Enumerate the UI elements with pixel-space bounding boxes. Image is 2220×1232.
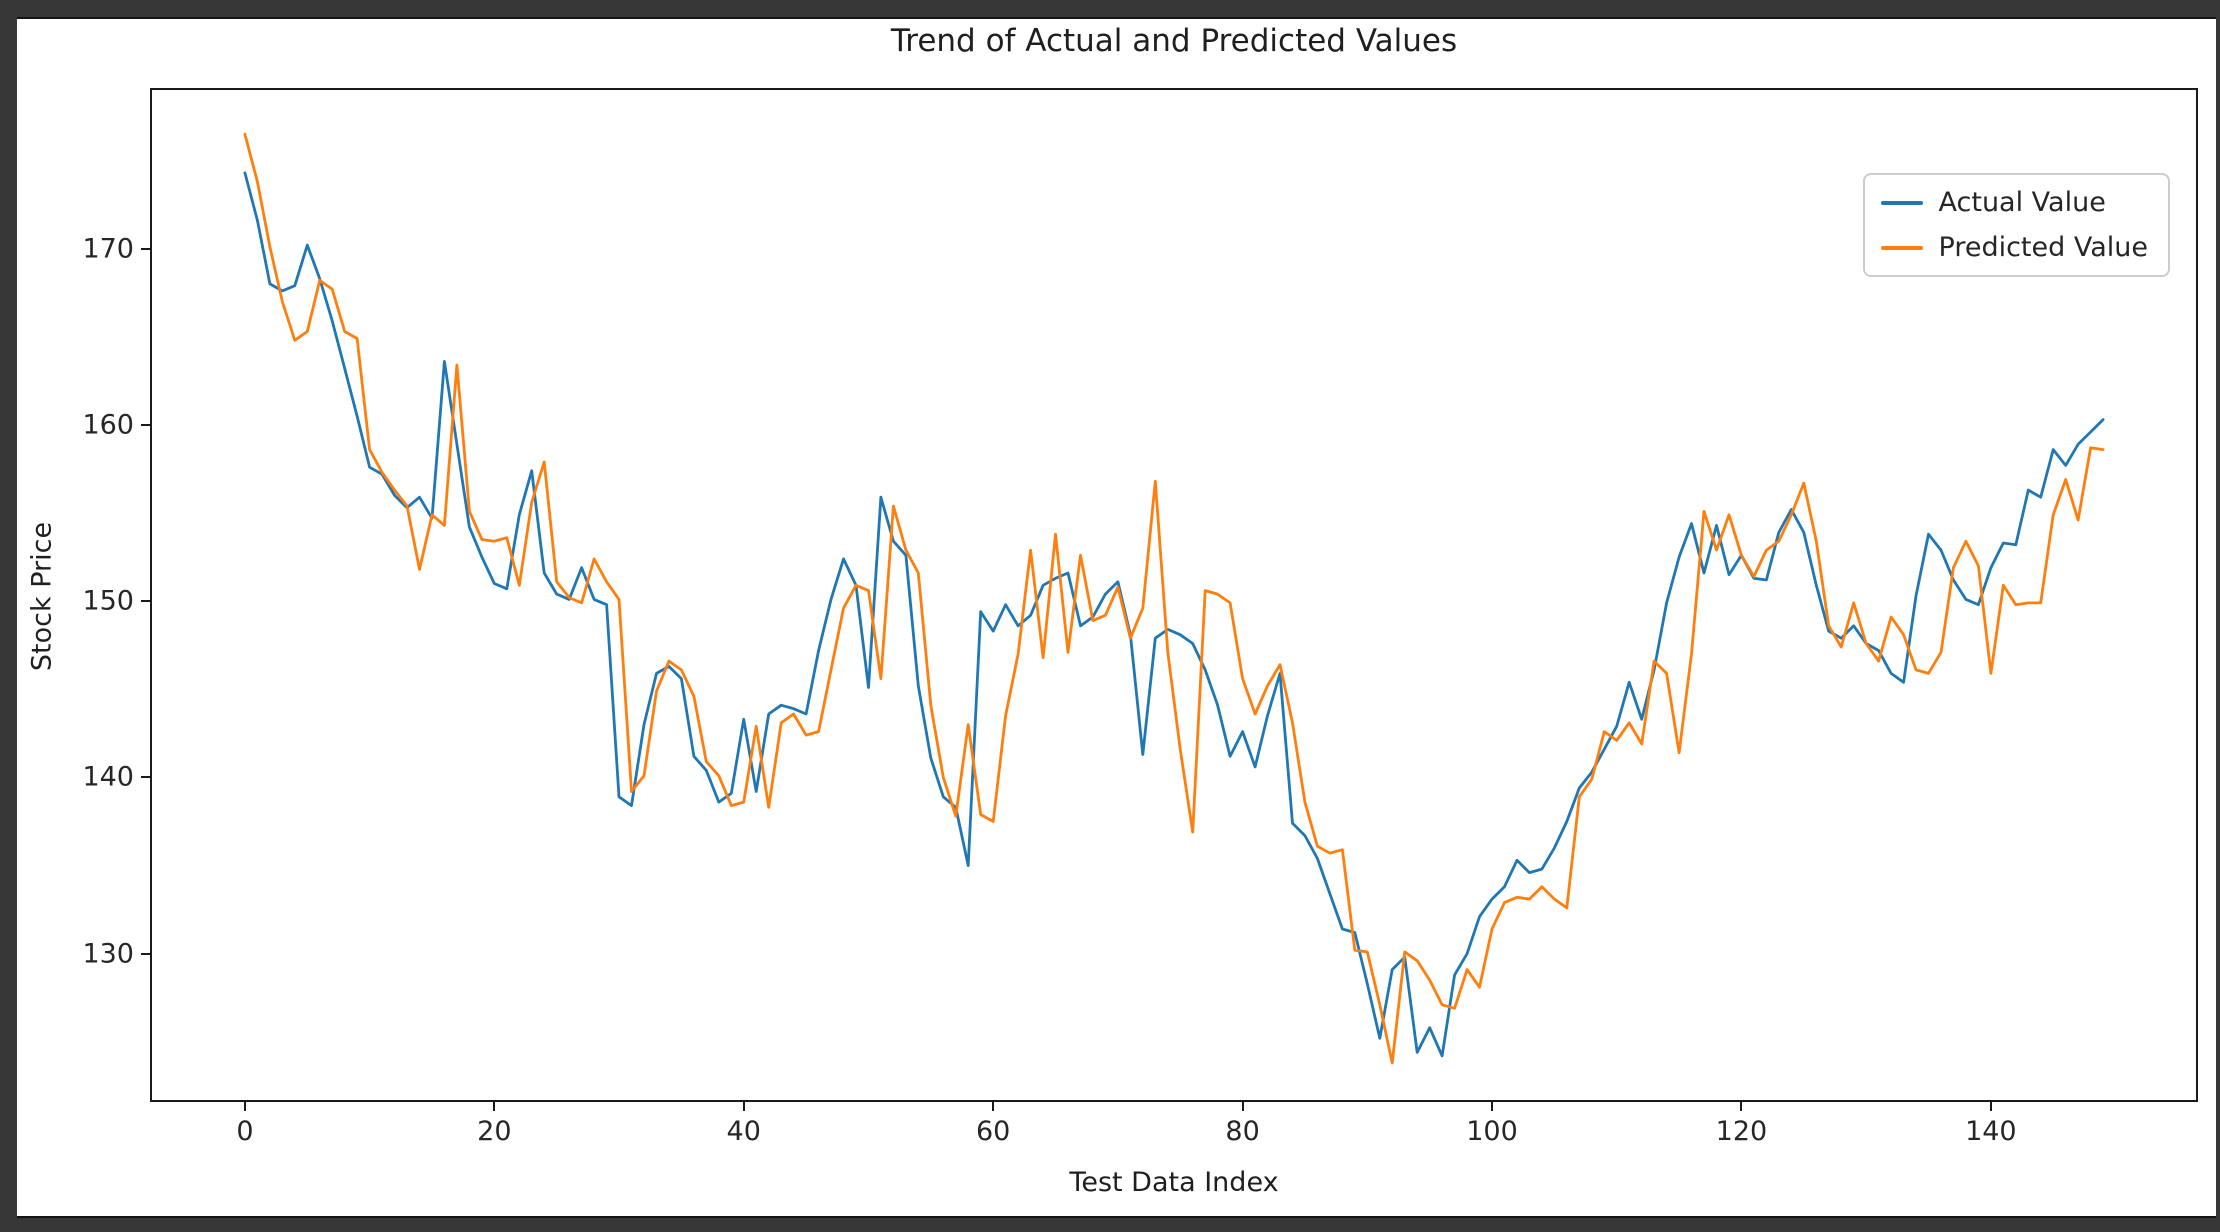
- legend-item-predicted: Predicted Value: [1880, 232, 2148, 263]
- x-tick-label: 80: [1225, 1116, 1260, 1147]
- y-axis-label: Stock Price: [26, 521, 58, 672]
- y-tick-mark: [141, 776, 150, 779]
- y-tick-mark: [141, 952, 150, 955]
- legend-label-predicted: Predicted Value: [1938, 232, 2148, 263]
- x-tick-mark: [992, 1102, 995, 1111]
- x-tick-label: 100: [1466, 1116, 1518, 1147]
- x-tick-label: 120: [1715, 1116, 1768, 1147]
- matplotlib-figure: Trend of Actual and Predicted Values Sto…: [17, 17, 2216, 1218]
- predicted-line-swatch-icon: [1880, 245, 1923, 250]
- x-tick-mark: [742, 1102, 745, 1111]
- line-chart-canvas: [243, 132, 2105, 1065]
- actual-line-swatch-icon: [1880, 200, 1923, 205]
- y-tick-mark: [141, 423, 150, 426]
- y-tick-mark: [141, 247, 150, 250]
- predicted-value-line: [243, 132, 2105, 1065]
- x-axis-label: Test Data Index: [1069, 1167, 1279, 1198]
- r-squared-status-text: 결정 계수 (R-squared): 0.97: [8, 0, 1408, 13]
- x-tick-label: 40: [726, 1116, 761, 1147]
- y-tick-mark: [141, 600, 150, 603]
- x-tick-mark: [1989, 1102, 1992, 1111]
- chart-legend: Actual Value Predicted Value: [1862, 173, 2170, 277]
- actual-value-line: [243, 171, 2105, 1058]
- y-tick-label: 140: [82, 761, 134, 793]
- x-tick-mark: [1740, 1102, 1743, 1111]
- y-tick-label: 130: [82, 938, 134, 970]
- x-tick-mark: [243, 1102, 246, 1111]
- x-tick-label: 140: [1965, 1116, 2017, 1147]
- y-tick-label: 150: [82, 585, 134, 617]
- legend-label-actual: Actual Value: [1938, 187, 2106, 218]
- x-tick-label: 20: [477, 1116, 512, 1147]
- plot-area: Actual Value Predicted Value: [150, 88, 2198, 1102]
- x-tick-mark: [493, 1102, 496, 1111]
- x-tick-label: 0: [236, 1116, 254, 1147]
- y-tick-label: 160: [82, 409, 134, 441]
- x-tick-mark: [1241, 1102, 1244, 1111]
- y-tick-label: 170: [82, 233, 134, 265]
- download-progress-text: [*********************100%**************…: [6, 1219, 2206, 1232]
- x-tick-label: 60: [975, 1116, 1011, 1147]
- x-tick-mark: [1491, 1102, 1493, 1111]
- chart-title: Trend of Actual and Predicted Values: [890, 23, 1458, 59]
- legend-item-actual: Actual Value: [1880, 187, 2148, 218]
